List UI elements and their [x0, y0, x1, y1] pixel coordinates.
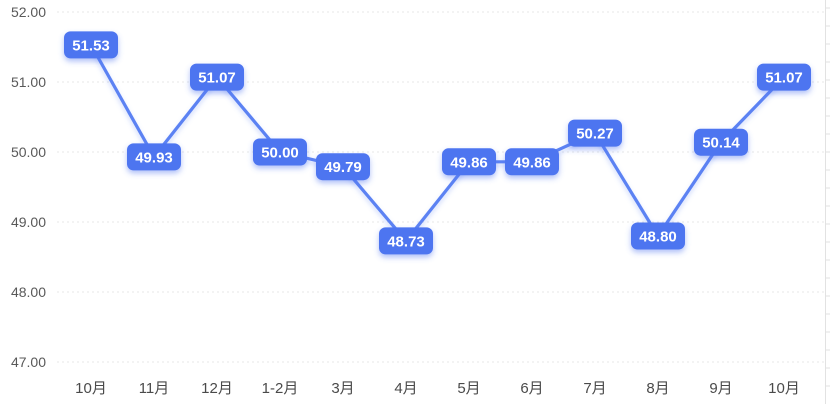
data-point-badge	[190, 63, 244, 91]
x-axis-category-label: 1-2月	[262, 380, 299, 397]
x-axis-category-label: 10月	[768, 380, 800, 397]
x-axis-category-label: 12月	[201, 380, 233, 397]
x-axis-category-label: 11月	[139, 380, 170, 397]
x-axis-category-label: 7月	[583, 380, 606, 397]
data-point-label: 49.79	[324, 159, 362, 176]
data-point-label: 49.86	[450, 154, 488, 171]
data-point-label: 50.00	[261, 145, 299, 162]
data-point-badge	[442, 148, 496, 176]
data-point-badge	[694, 128, 748, 156]
x-axis-category-label: 6月	[520, 380, 543, 397]
data-point-label: 48.80	[639, 229, 677, 246]
y-axis-tick-label: 50.00	[11, 144, 46, 160]
data-point-badge	[568, 119, 622, 147]
x-axis-category-label: 8月	[646, 380, 669, 397]
data-point-badge	[127, 143, 181, 171]
data-point-label: 51.07	[765, 70, 803, 87]
data-point-label: 51.53	[72, 37, 110, 54]
data-point-badge	[379, 227, 433, 255]
data-point-label: 49.86	[513, 154, 551, 171]
data-point-label: 48.73	[387, 233, 425, 250]
x-axis-category-label: 9月	[709, 380, 732, 397]
data-point-badge	[316, 153, 370, 181]
data-point-badge	[631, 222, 685, 250]
x-axis-category-label: 4月	[394, 380, 417, 397]
data-point-badge	[64, 31, 118, 59]
data-point-label: 51.07	[198, 70, 236, 87]
y-axis-tick-label: 48.00	[11, 284, 46, 300]
data-point-badge	[757, 63, 811, 91]
y-axis-tick-label: 49.00	[11, 214, 46, 230]
data-point-label: 50.27	[576, 126, 614, 143]
x-axis-category-label: 3月	[331, 380, 354, 397]
x-axis-category-label: 5月	[457, 380, 480, 397]
y-axis-tick-label: 47.00	[11, 354, 46, 370]
y-axis-tick-label: 51.00	[11, 74, 46, 90]
data-point-label: 49.93	[135, 149, 173, 166]
y-axis-tick-label: 52.00	[11, 4, 46, 20]
data-point-badge	[253, 138, 307, 166]
x-axis-category-label: 10月	[75, 380, 107, 397]
data-point-label: 50.14	[702, 135, 740, 152]
data-point-badge	[505, 148, 559, 176]
